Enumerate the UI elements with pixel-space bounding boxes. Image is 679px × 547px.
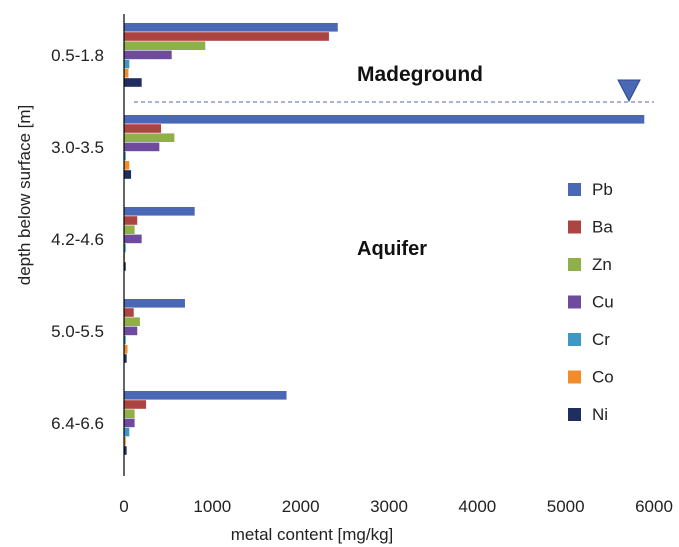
bar-zn-0 (124, 41, 206, 50)
x-tick-label: 0 (119, 497, 128, 516)
bar-ba-3 (124, 308, 134, 317)
legend-label: Cr (592, 330, 610, 349)
bar-ba-4 (124, 400, 147, 409)
legend-label: Pb (592, 180, 613, 199)
bar-co-4 (124, 437, 126, 446)
bar-cr-4 (124, 427, 130, 437)
bars-group (124, 23, 645, 455)
bar-cu-1 (124, 142, 160, 152)
bar-pb-3 (124, 299, 185, 308)
bar-cr-2 (124, 243, 126, 253)
bar-ni-4 (124, 446, 127, 455)
bar-cu-3 (124, 326, 138, 336)
legend-swatch (568, 370, 581, 384)
y-tick-labels: 0.5-1.8 3.0-3.5 4.2-4.6 5.0-5.5 6.4-6.6 (51, 46, 104, 433)
zone-label-madeground: Madeground (357, 63, 483, 86)
water-table-marker-icon (617, 79, 641, 103)
y-axis-label: depth below surface [m] (15, 105, 34, 285)
bar-zn-1 (124, 133, 175, 142)
legend-swatch (568, 333, 581, 346)
legend-swatch (568, 408, 581, 421)
y-tick-label: 3.0-3.5 (51, 138, 104, 157)
x-tick-label: 4000 (458, 497, 496, 516)
legend-label: Ni (592, 405, 608, 424)
bar-co-1 (124, 161, 130, 170)
y-tick-label: 0.5-1.8 (51, 46, 104, 65)
bar-ni-2 (124, 262, 126, 271)
bar-cr-3 (124, 335, 126, 345)
bar-cu-4 (124, 418, 135, 428)
bar-cr-0 (124, 59, 130, 69)
legend-swatch (568, 258, 581, 271)
bar-cr-1 (124, 151, 126, 161)
bar-zn-4 (124, 409, 135, 418)
y-tick-label: 6.4-6.6 (51, 414, 104, 433)
bar-ba-2 (124, 216, 138, 225)
legend: Pb Ba Zn Cu Cr Co Ni (568, 180, 614, 424)
bar-ni-3 (124, 354, 127, 363)
x-tick-label: 5000 (547, 497, 585, 516)
legend-swatch (568, 183, 581, 196)
bar-pb-0 (124, 23, 338, 32)
bar-co-3 (124, 345, 128, 354)
bar-cu-0 (124, 50, 172, 60)
zone-label-aquifer: Aquifer (357, 238, 427, 260)
x-axis-label: metal content [mg/kg] (231, 525, 394, 544)
bar-co-0 (124, 69, 129, 78)
bar-ni-0 (124, 78, 142, 87)
x-tick-labels: 0 1000 2000 3000 4000 5000 6000 (119, 497, 673, 516)
legend-label: Co (592, 368, 614, 387)
bar-cu-2 (124, 234, 142, 244)
legend-swatch (568, 220, 581, 234)
legend-label: Cu (592, 293, 614, 312)
x-tick-label: 6000 (635, 497, 673, 516)
legend-label: Zn (592, 255, 612, 274)
x-tick-label: 3000 (370, 497, 408, 516)
legend-swatch (568, 295, 581, 309)
bar-ba-1 (124, 124, 162, 133)
y-tick-label: 5.0-5.5 (51, 322, 104, 341)
bar-ba-0 (124, 32, 329, 41)
bar-zn-3 (124, 317, 140, 326)
legend-label: Ba (592, 218, 613, 237)
y-tick-label: 4.2-4.6 (51, 230, 104, 249)
bar-pb-4 (124, 391, 287, 400)
bar-ni-1 (124, 170, 132, 179)
x-tick-label: 2000 (282, 497, 320, 516)
bar-zn-2 (124, 225, 135, 234)
bar-pb-2 (124, 207, 195, 216)
bar-pb-1 (124, 115, 645, 124)
x-tick-label: 1000 (193, 497, 231, 516)
